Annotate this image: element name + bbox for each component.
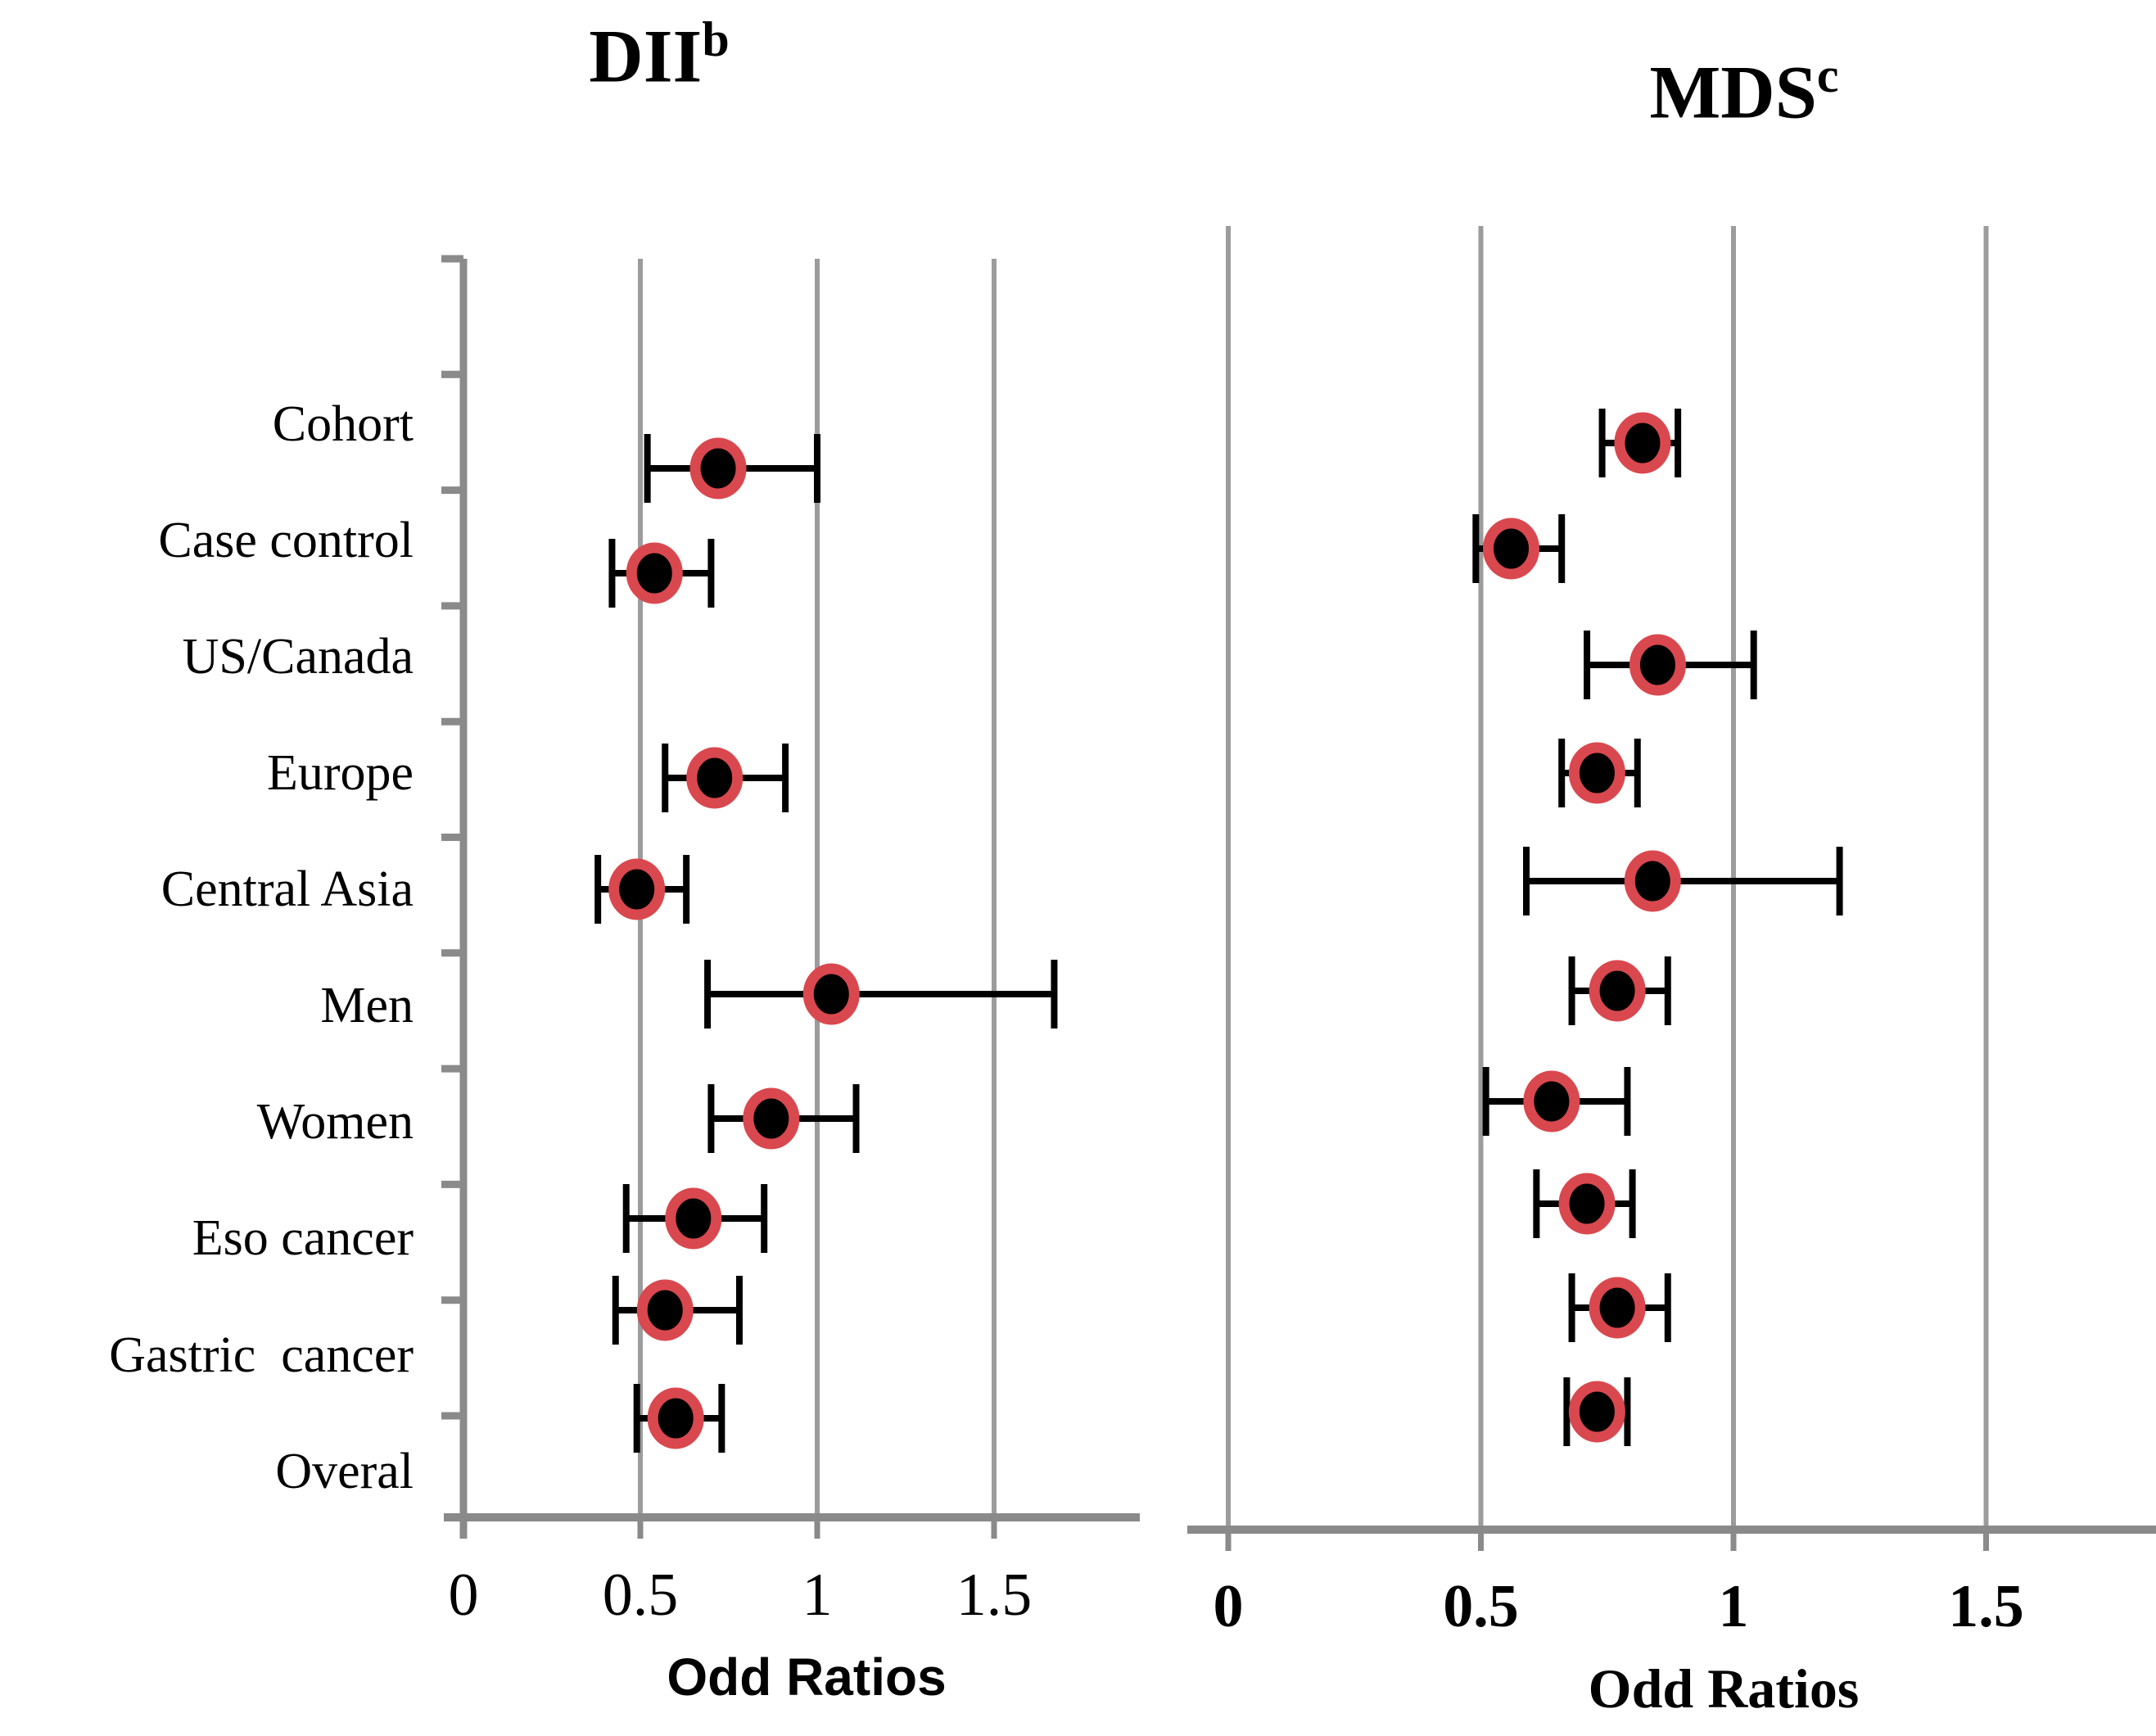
right-marker-overal	[1568, 1381, 1625, 1443]
left-marker-women	[743, 1087, 800, 1150]
right-marker-women	[1523, 1070, 1580, 1132]
left-marker-men	[802, 963, 860, 1025]
left-xaxis-title: Odd Ratios	[667, 1648, 947, 1707]
right-title-superscript: c	[1816, 48, 1839, 102]
left-marker-europe	[686, 747, 744, 809]
left-title-superscript: b	[702, 12, 730, 66]
right-xaxis-title: Odd Ratios	[1588, 1657, 1860, 1720]
category-label-gastric-cancer: Gastric cancer	[109, 1327, 414, 1383]
left-marker-central-asia	[608, 858, 666, 920]
right-marker-men	[1589, 960, 1646, 1022]
right-x-tick-label: 1.5	[1948, 1573, 2024, 1640]
left-panel-title: DIIb	[589, 12, 730, 98]
category-label-eso-cancer: Eso cancer	[192, 1210, 414, 1266]
left-marker-cohort	[689, 437, 747, 500]
category-label-central-asia: Central Asia	[160, 861, 414, 917]
right-x-tick-label: 1	[1718, 1573, 1749, 1640]
right-panel-title: MDSc	[1649, 48, 1839, 134]
category-label-overal: Overal	[275, 1444, 414, 1499]
left-x-tick-label: 0.5	[602, 1562, 679, 1629]
right-marker-case-control	[1483, 518, 1540, 580]
category-label-men: Men	[320, 978, 414, 1033]
category-label-europe: Europe	[266, 745, 414, 801]
left-x-tick-label: 1.5	[956, 1562, 1033, 1629]
left-marker-case-control	[626, 542, 683, 604]
left-x-tick-label: 0	[448, 1562, 479, 1629]
right-marker-gastric-cancer	[1589, 1277, 1646, 1339]
left-marker-gastric-cancer	[636, 1279, 694, 1341]
left-marker-eso-cancer	[665, 1187, 722, 1250]
right-x-tick-label: 0	[1213, 1573, 1244, 1640]
left-marker-overal	[647, 1387, 704, 1449]
right-marker-central-asia	[1624, 850, 1681, 912]
right-marker-cohort	[1614, 412, 1671, 474]
category-label-us-canada: US/Canada	[182, 629, 414, 685]
right-x-tick-label: 0.5	[1443, 1573, 1519, 1640]
right-marker-eso-cancer	[1558, 1173, 1616, 1235]
category-label-case-control: Case control	[158, 513, 414, 568]
right-marker-europe	[1568, 742, 1625, 804]
category-label-women: Women	[256, 1094, 414, 1150]
right-marker-us-canada	[1629, 634, 1686, 696]
category-label-cohort: Cohort	[272, 396, 414, 452]
left-x-tick-label: 1	[802, 1562, 833, 1629]
